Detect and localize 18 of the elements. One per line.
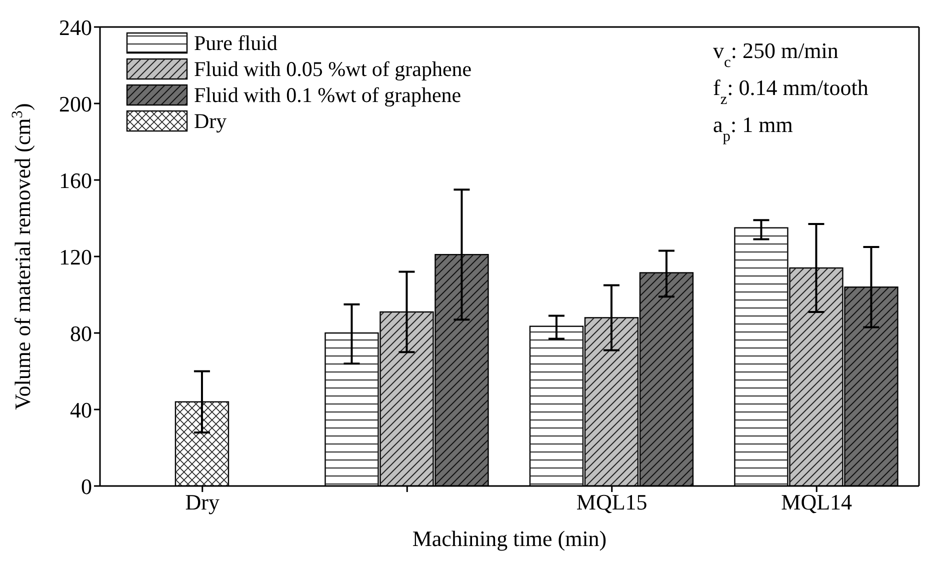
y-tick-label: 120 (59, 244, 92, 270)
y-tick-label: 0 (81, 474, 92, 499)
annotation: v$_{c}$: 250 m/min (713, 38, 838, 70)
x-tick-label: Dry (185, 490, 220, 515)
y-tick-label: 200 (59, 91, 92, 116)
legend-label: Dry (194, 108, 227, 134)
y-tick-label: 160 (59, 168, 92, 193)
legend-label: Fluid with 0.05 %wt of graphene (194, 56, 472, 82)
legend-label: Pure fluid (194, 30, 278, 56)
y-tick-label: 80 (70, 320, 92, 346)
legend-label: Fluid with 0.1 %wt of graphene (194, 82, 462, 108)
annotation: a$_{p}$: 1 mm (713, 112, 793, 144)
y-tick-label: 240 (59, 14, 92, 40)
x-tick-label: MQL15 (576, 490, 648, 515)
y-tick-label: 40 (70, 397, 92, 422)
annotation: f$_{z}$: 0.14 mm/tooth (713, 75, 868, 108)
x-tick-label: MQL14 (781, 490, 852, 515)
x-axis-title: Machining time (min) (412, 526, 607, 551)
